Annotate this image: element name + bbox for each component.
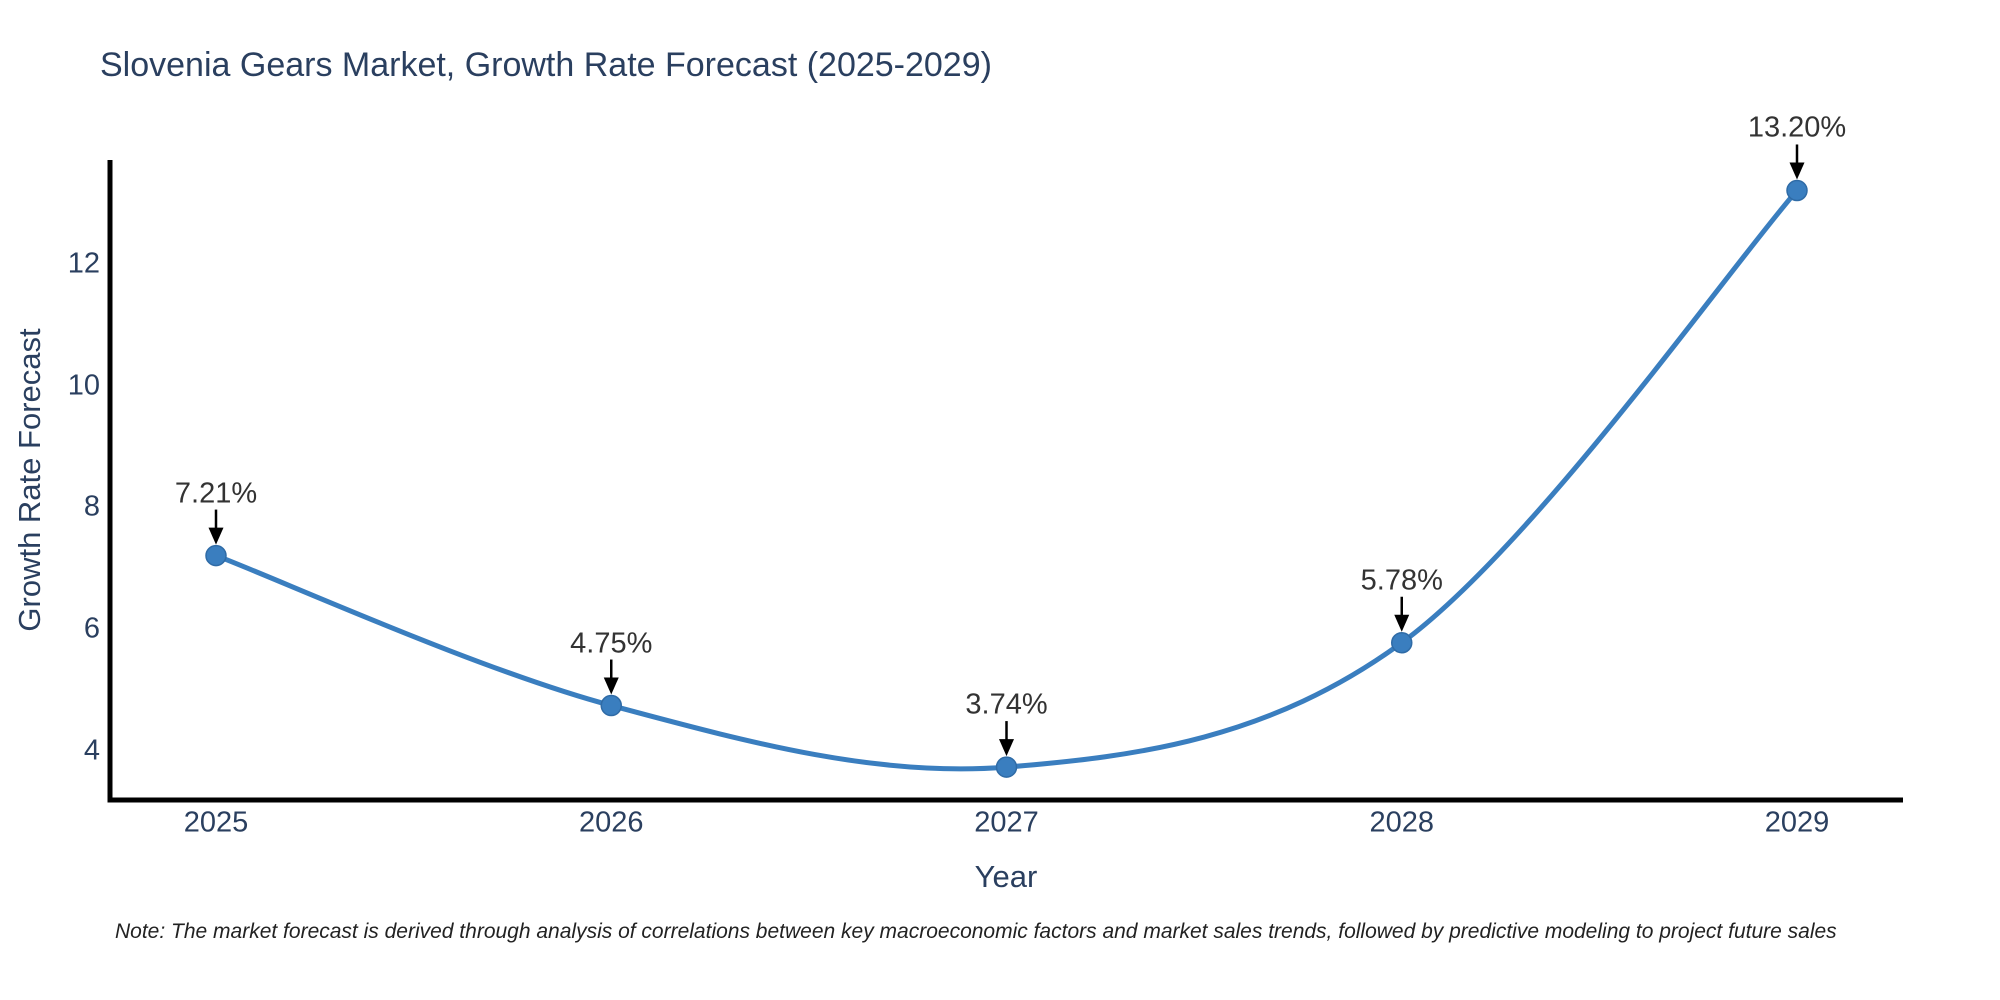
trend-line-group	[205, 179, 1808, 778]
chart-title: Slovenia Gears Market, Growth Rate Forec…	[100, 45, 992, 84]
data-point-marker	[1786, 179, 1808, 202]
x-tick-label: 2026	[578, 806, 644, 839]
axes-group	[107, 160, 1903, 803]
annotation-arrow-head	[208, 527, 224, 545]
footnote: Note: The market forecast is derived thr…	[115, 920, 1837, 943]
y-tick-label: 10	[67, 369, 100, 402]
point-value-annotation: 5.78%	[1360, 564, 1443, 597]
y-tick-label: 6	[83, 612, 100, 645]
growth-rate-line	[213, 187, 1800, 772]
data-point-marker	[600, 694, 622, 717]
point-value-annotation: 3.74%	[965, 688, 1048, 721]
annotation-arrow-head	[603, 677, 619, 695]
x-axis-title: Year	[974, 859, 1038, 894]
y-tick-label: 8	[83, 490, 100, 523]
annotation-arrows-group	[208, 144, 1805, 757]
annotation-arrow-head	[1394, 614, 1410, 632]
point-value-annotation: 13.20%	[1747, 111, 1847, 144]
x-tick-label: 2025	[183, 806, 249, 839]
x-tick-label: 2027	[974, 806, 1039, 839]
y-tick-label: 12	[67, 247, 100, 280]
point-value-annotation: 7.21%	[174, 477, 258, 510]
y-axis-title: Growth Rate Forecast	[12, 328, 47, 632]
y-tick-label: 4	[83, 734, 100, 767]
data-point-marker	[995, 756, 1018, 778]
data-point-marker	[205, 544, 227, 567]
x-tick-label: 2029	[1764, 806, 1830, 839]
x-tick-label: 2028	[1369, 806, 1435, 839]
annotation-arrow-head	[999, 739, 1014, 757]
annotation-arrow-head	[1789, 162, 1805, 180]
point-value-annotation: 4.75%	[570, 627, 653, 660]
data-point-marker	[1391, 631, 1413, 654]
